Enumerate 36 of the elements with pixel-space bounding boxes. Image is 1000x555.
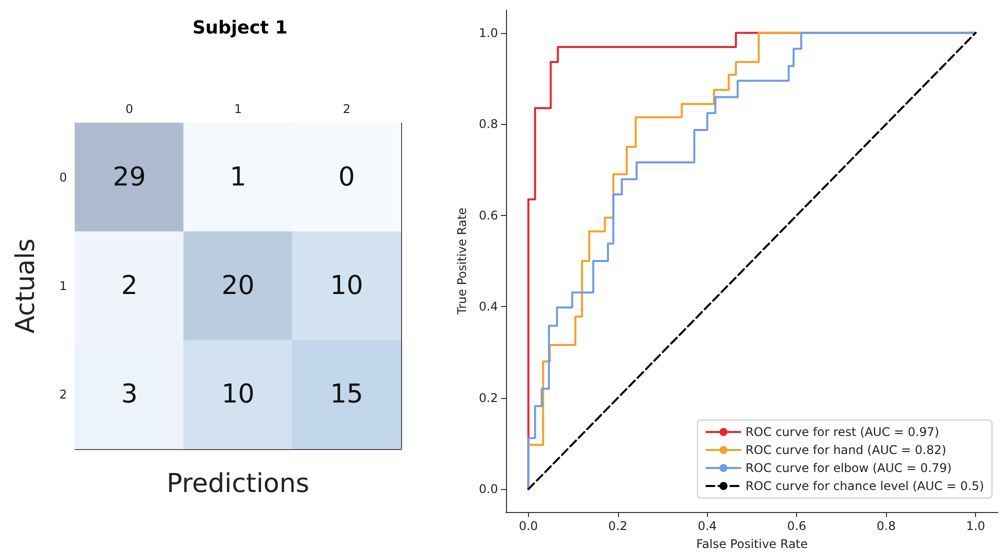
y-tick-label: 0.6: [478, 208, 498, 222]
y-tick-label: 0.4: [478, 300, 498, 314]
y-axis-title: True Positive Rate: [455, 208, 469, 316]
legend-label: ROC curve for elbow (AUC = 0.79): [745, 461, 952, 475]
y-axis-title: Actuals: [11, 238, 41, 334]
y-tick-label: 1.0: [478, 26, 498, 40]
x-tick-label: 0.6: [787, 519, 806, 533]
y-tick-label: 2: [59, 388, 67, 402]
chart-title: Subject 1: [192, 18, 288, 38]
x-axis-title: Predictions: [166, 469, 310, 499]
x-tick-label: 2: [342, 102, 350, 116]
x-tick-label: 0: [126, 102, 134, 116]
data-label: 20: [221, 271, 255, 301]
y-tick-label: 0.8: [478, 117, 498, 132]
data-label: 15: [330, 380, 364, 410]
x-tick-label: 0.2: [608, 519, 628, 533]
data-label: 0: [338, 162, 355, 192]
data-label: 3: [121, 380, 138, 410]
y-tick-label: 0.2: [478, 390, 498, 405]
y-tick-label: 0: [59, 170, 67, 184]
data-label: 2: [121, 271, 138, 301]
data-label: 1: [230, 162, 246, 192]
data-label: 29: [112, 162, 146, 192]
data-label: 10: [330, 271, 364, 301]
x-tick-label: 0.0: [518, 519, 538, 533]
y-tick-label: 0.0: [478, 482, 498, 496]
y-tick-label: 1: [59, 279, 67, 293]
legend-label: ROC curve for hand (AUC = 0.82): [745, 443, 946, 457]
legend-label: ROC curve for rest (AUC = 0.97): [745, 425, 940, 439]
x-tick-label: 0.8: [876, 519, 896, 533]
data-label: 10: [221, 380, 255, 410]
x-axis-title: False Positive Rate: [696, 537, 808, 551]
legend-label: ROC curve for chance level (AUC = 0.5): [745, 479, 984, 493]
x-tick-label: 1.0: [966, 519, 986, 533]
x-tick-label: 0.4: [698, 519, 717, 533]
x-tick-label: 1: [234, 102, 242, 116]
